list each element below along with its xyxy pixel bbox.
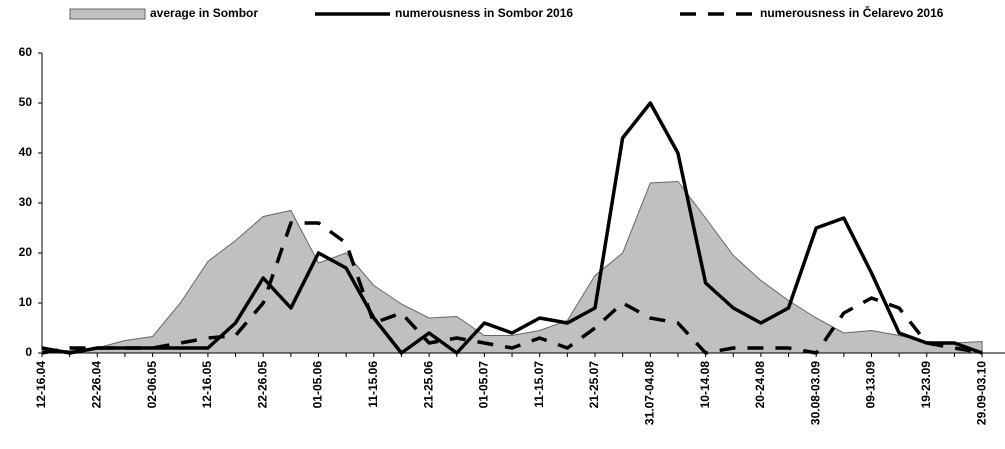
x-tick-label: 12-16.04 — [34, 361, 48, 409]
y-tick-label: 50 — [19, 95, 33, 109]
x-tick-label: 01-05.06 — [311, 361, 325, 409]
y-tick-label: 40 — [19, 145, 33, 159]
x-tick-label: 09-13.09 — [864, 361, 878, 409]
x-tick-label: 21-25.07 — [587, 361, 601, 409]
legend-label: numerousness in Čelarevo 2016 — [760, 5, 944, 20]
y-tick-label: 20 — [19, 245, 33, 259]
x-tick-label: 30.08-03.09 — [808, 361, 822, 425]
x-tick-label: 22-26.05 — [255, 361, 269, 409]
x-tick-label: 01-05.07 — [477, 361, 491, 409]
x-tick-label: 31.07-04.08 — [642, 361, 656, 425]
area — [41, 180, 983, 354]
x-tick-label: 22-26.04 — [89, 361, 103, 409]
y-tick-label: 0 — [25, 345, 32, 359]
x-tick-label: 12-16.05 — [200, 361, 214, 409]
line — [41, 221, 983, 355]
x-tick-label: 20-24.08 — [753, 361, 767, 409]
x-tick-label: 11-15.06 — [366, 361, 380, 408]
y-tick-label: 30 — [19, 195, 33, 209]
x-tick-label: 21-25.06 — [421, 361, 435, 409]
x-tick-label: 02-06.05 — [145, 361, 159, 409]
legend-label: average in Sombor — [150, 6, 258, 20]
x-tick-label: 19-23.09 — [919, 361, 933, 409]
y-tick-label: 60 — [19, 45, 33, 59]
line — [41, 101, 983, 355]
x-tick-label: 10-14.08 — [698, 361, 712, 409]
x-tick-label: 29.09-03.10 — [974, 361, 988, 425]
x-tick-label: 11-15.07 — [532, 361, 546, 408]
legend-label: numerousness in Sombor 2016 — [395, 6, 573, 20]
y-tick-label: 10 — [19, 295, 33, 309]
legend-swatch — [69, 8, 146, 20]
